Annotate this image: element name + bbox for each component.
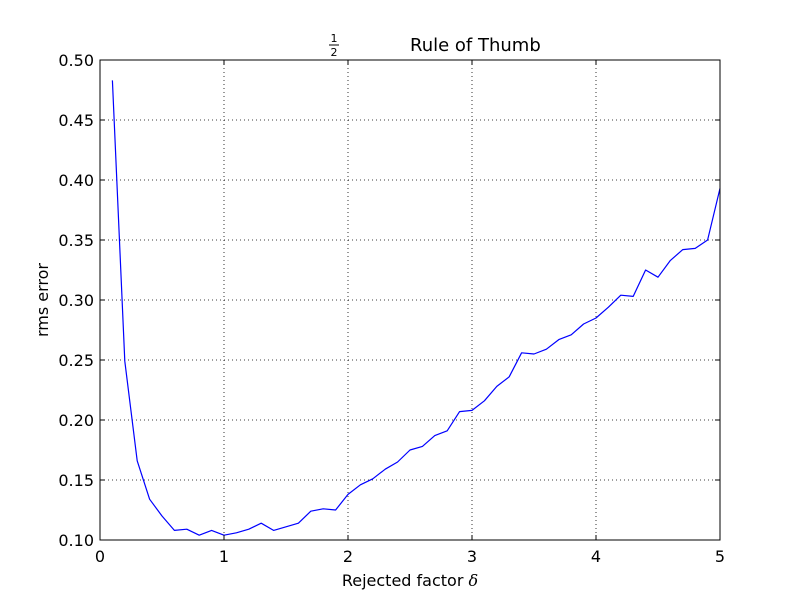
series-layer [111, 80, 721, 536]
y-tick-label: 0.45 [58, 111, 94, 130]
x-axis-label: Rejected factor δ [342, 571, 478, 590]
y-tick-label: 0.25 [58, 351, 94, 370]
series-line [111, 80, 721, 536]
y-tick-label: 0.20 [58, 411, 94, 430]
y-axis-label: rms error [33, 263, 52, 337]
y-tick-label: 0.50 [58, 51, 94, 70]
y-tick-label: 0.10 [58, 531, 94, 550]
x-tick-label: 0 [95, 547, 105, 566]
grid [100, 60, 720, 540]
x-tick-label: 5 [715, 547, 725, 566]
y-tick-label: 0.35 [58, 231, 94, 250]
title-fraction-denominator: 2 [331, 46, 338, 59]
ticks: 0 1 2 3 4 5 0.10 0.15 0.20 0.25 0.30 0.35 0.40 0.45 0.… [58, 51, 725, 566]
title-fraction-numerator: 1 [331, 32, 338, 45]
x-tick-label: 1 [219, 547, 229, 566]
x-tick-label: 2 [343, 547, 353, 566]
x-tick-label: 3 [467, 547, 477, 566]
x-axis-label-symbol: δ [469, 571, 479, 590]
title-text: Rule of Thumb [410, 35, 541, 56]
y-tick-label: 0.30 [58, 291, 94, 310]
x-tick-label: 4 [591, 547, 601, 566]
x-axis-label-text: Rejected factor [342, 571, 464, 590]
y-tick-label: 0.15 [58, 471, 94, 490]
chart-title: Rule of Thumb [410, 35, 541, 56]
y-tick-label: 0.40 [58, 171, 94, 190]
title-fraction: 1 2 [329, 32, 339, 59]
